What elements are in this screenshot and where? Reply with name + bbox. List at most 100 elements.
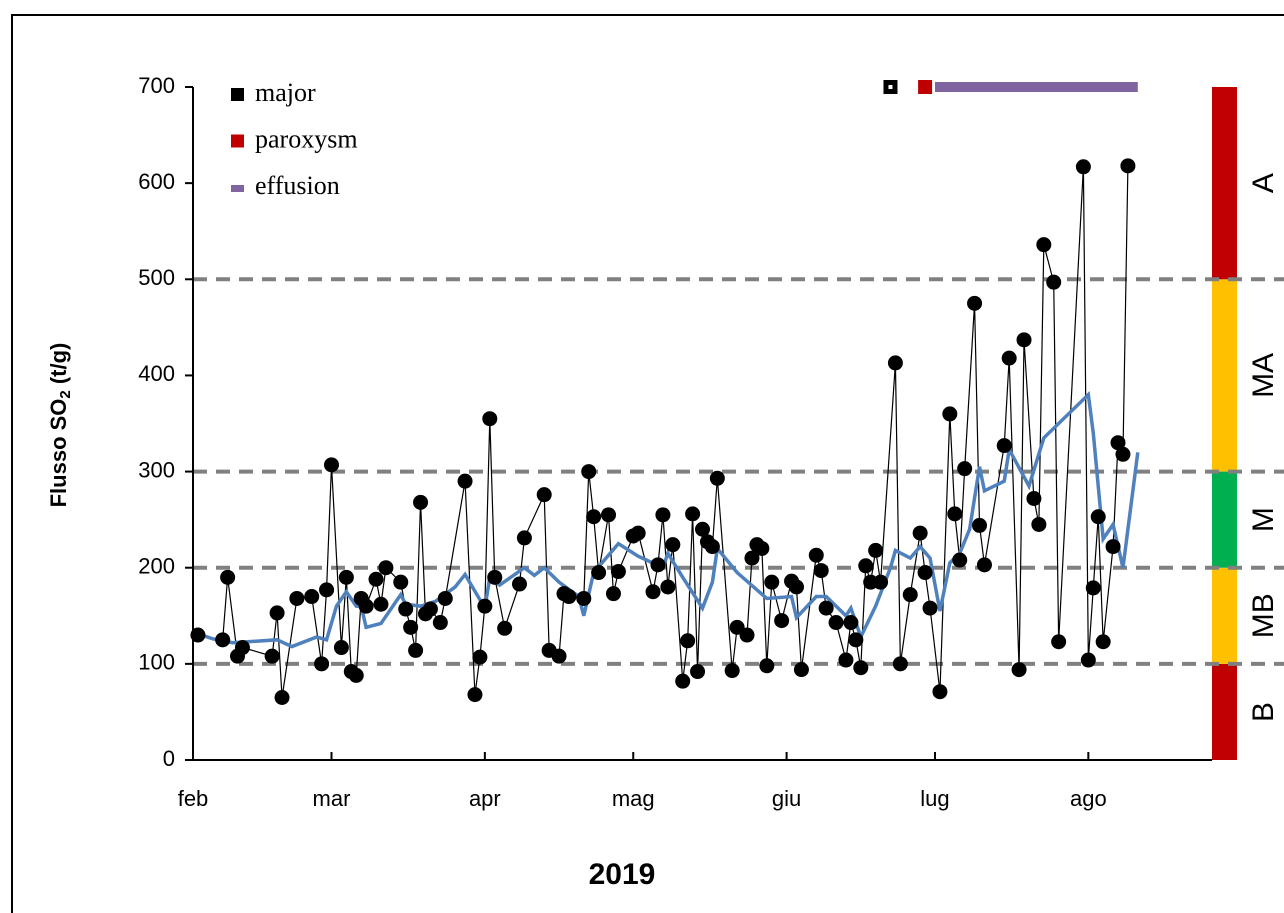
y-tick-label: 400 (138, 361, 175, 386)
data-point (739, 627, 755, 643)
data-point (1046, 274, 1062, 290)
data-point (655, 507, 671, 523)
zone-label: B (1247, 702, 1280, 722)
data-point (378, 560, 394, 576)
legend-swatch (231, 185, 244, 192)
data-point (759, 658, 775, 674)
legend-swatch (231, 88, 244, 101)
x-tick-label: apr (469, 786, 501, 811)
x-tick-label: ago (1070, 786, 1107, 811)
data-point (358, 598, 374, 614)
zone-label: MA (1247, 353, 1280, 398)
data-point (605, 586, 621, 602)
data-point (902, 587, 918, 603)
data-point (1095, 634, 1111, 650)
legend-label: major (255, 78, 316, 107)
data-point (774, 613, 790, 629)
zone-band (1212, 279, 1237, 472)
data-point (724, 663, 740, 679)
data-point (264, 648, 280, 664)
zone-label: M (1247, 507, 1280, 532)
data-point (660, 579, 676, 595)
data-point (234, 640, 250, 656)
data-point (497, 620, 513, 636)
data-point (1090, 509, 1106, 525)
data-point (764, 574, 780, 590)
data-point (457, 473, 473, 489)
zone-band (1212, 87, 1237, 280)
y-tick-label: 300 (138, 457, 175, 482)
data-point (1115, 446, 1131, 462)
data-point (1051, 634, 1067, 650)
data-point (1085, 580, 1101, 596)
data-point (1110, 435, 1126, 451)
x-tick-label: lug (920, 786, 949, 811)
data-point (932, 684, 948, 700)
data-point (314, 656, 330, 672)
x-tick-label: mag (612, 786, 655, 811)
data-point (843, 615, 859, 631)
zone-label: A (1247, 173, 1280, 193)
data-point (467, 687, 483, 703)
data-point (709, 470, 725, 486)
data-point (477, 598, 493, 614)
legend-swatch (231, 134, 244, 148)
connect-line (197, 165, 1129, 698)
data-point (319, 582, 335, 598)
data-point (1080, 652, 1096, 668)
data-point (516, 530, 532, 546)
x-tick-label: giu (772, 786, 801, 811)
data-point (190, 627, 206, 643)
data-point (408, 642, 424, 658)
zone-band (1212, 567, 1237, 664)
legend-label: paroxysm (255, 124, 358, 153)
data-point (398, 601, 414, 617)
y-tick-label: 500 (138, 265, 175, 290)
data-point (695, 521, 710, 537)
data-point (858, 558, 874, 574)
y-tick-label: 700 (138, 73, 175, 98)
y-tick-label: 100 (138, 650, 175, 675)
data-point (487, 569, 503, 585)
data-point (1001, 350, 1017, 366)
data-point (304, 589, 320, 605)
data-point (348, 667, 364, 683)
data-point (868, 542, 884, 558)
data-point (848, 632, 864, 648)
zone-label: MB (1247, 593, 1280, 638)
data-point (536, 487, 552, 503)
data-point (838, 652, 854, 668)
data-point (368, 571, 384, 587)
data-point (274, 690, 290, 706)
data-point (1011, 662, 1027, 678)
data-point (952, 552, 968, 568)
y-axis-label: Flusso SO2 (t/g) (46, 343, 74, 508)
data-point (922, 600, 938, 616)
y-label-text: Flusso SO (46, 399, 71, 508)
zone-band (1212, 663, 1237, 760)
data-point (432, 615, 448, 631)
data-point (630, 525, 646, 541)
data-point (853, 660, 869, 676)
data-point (269, 605, 285, 621)
y-label-sub: 2 (57, 390, 74, 398)
data-point (873, 574, 889, 590)
data-point (793, 662, 809, 678)
data-point (704, 539, 720, 555)
data-point (996, 438, 1012, 454)
data-point (650, 557, 666, 573)
data-point (892, 656, 908, 672)
frame (11, 14, 1284, 913)
data-point (393, 574, 409, 590)
data-point (972, 517, 988, 533)
zone-band (1212, 471, 1237, 568)
y-tick-label: 200 (138, 554, 175, 579)
data-point (561, 589, 577, 605)
data-point (675, 673, 691, 689)
data-point (403, 619, 419, 635)
data-point (610, 564, 626, 580)
data-point (1120, 158, 1136, 174)
data-point (947, 506, 963, 522)
moving-average-line (192, 390, 1140, 649)
